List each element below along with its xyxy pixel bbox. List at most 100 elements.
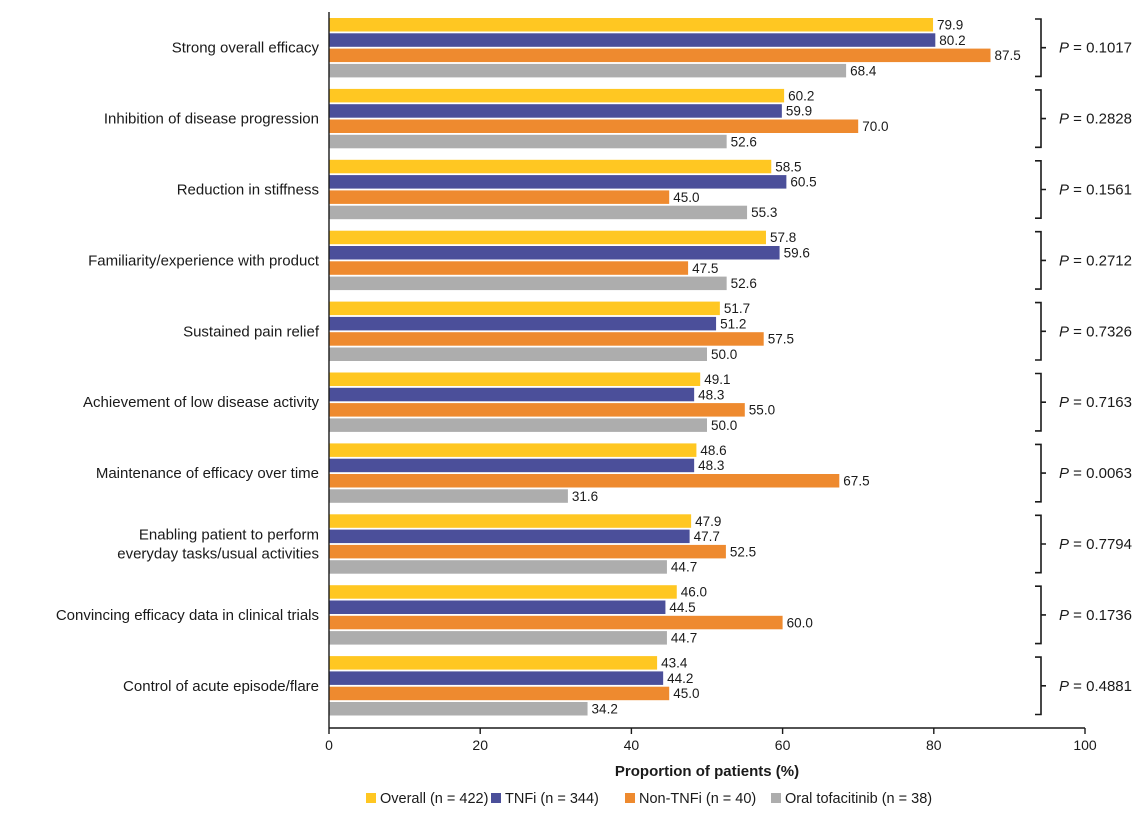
p-value-prefix: P (1059, 252, 1069, 269)
bar-2-3 (329, 175, 787, 189)
category-label-3: Reduction in stiffness (177, 182, 319, 199)
value-label-1-2: 60.2 (788, 88, 814, 103)
p-value-label-4: P = 0.2712 (1059, 252, 1132, 269)
value-label-3-4: 47.5 (692, 261, 718, 276)
value-label-2-5: 51.2 (720, 316, 746, 331)
bar-4-7 (329, 489, 568, 503)
p-value-number: = 0.1561 (1069, 182, 1132, 199)
bar-4-6 (329, 418, 707, 432)
p-value-number: = 0.1017 (1069, 40, 1132, 57)
value-label-1-4: 57.8 (770, 230, 796, 245)
bar-2-9 (329, 600, 666, 614)
bar-3-1 (329, 48, 991, 63)
p-value-prefix: P (1059, 182, 1069, 199)
value-label-2-9: 44.5 (669, 600, 695, 615)
value-label-1-1: 79.9 (937, 18, 963, 33)
p-value-label-9: P = 0.1736 (1059, 607, 1132, 624)
value-label-4-8: 44.7 (671, 560, 697, 575)
p-value-label-5: P = 0.7326 (1059, 323, 1132, 340)
p-value-prefix: P (1059, 465, 1069, 482)
p-value-label-1: P = 0.1017 (1059, 40, 1132, 57)
category-label-8-line-1: Enabling patient to perform (139, 527, 319, 544)
p-value-prefix: P (1059, 40, 1069, 57)
category-label-6: Achievement of low disease activity (83, 394, 319, 411)
p-value-prefix: P (1059, 607, 1069, 624)
bar-3-10 (329, 686, 670, 701)
legend-label-1: Overall (n = 422) (380, 791, 488, 807)
bar-1-7 (329, 443, 697, 457)
value-label-1-8: 47.9 (695, 514, 721, 529)
value-label-2-8: 47.7 (694, 529, 720, 544)
p-bracket-1 (1035, 18, 1046, 78)
bar-2-2 (329, 104, 782, 118)
category-label-4: Familiarity/experience with product (88, 252, 320, 269)
p-value-label-8: P = 0.7794 (1059, 536, 1132, 553)
p-bracket-9 (1035, 585, 1046, 645)
value-label-4-1: 68.4 (850, 63, 877, 78)
bar-1-2 (329, 88, 785, 103)
category-label-10: Control of acute episode/flare (123, 678, 319, 695)
p-bracket-6 (1035, 372, 1046, 432)
p-value-prefix: P (1059, 678, 1069, 695)
p-value-number: = 0.7326 (1069, 323, 1132, 340)
value-label-1-6: 49.1 (704, 372, 730, 387)
p-value-number: = 0.7163 (1069, 394, 1132, 411)
category-label-7: Maintenance of efficacy over time (96, 465, 319, 482)
value-label-4-3: 55.3 (751, 205, 777, 220)
value-label-3-6: 55.0 (749, 403, 775, 418)
bar-2-10 (329, 671, 664, 685)
legend-label-4: Oral tofacitinib (n = 38) (785, 791, 932, 807)
value-label-2-3: 60.5 (790, 175, 816, 190)
bar-4-4 (329, 276, 727, 291)
p-bracket-7 (1035, 443, 1046, 503)
x-tick-label-60: 60 (775, 737, 791, 753)
x-tick-label-40: 40 (624, 737, 640, 753)
p-value-prefix: P (1059, 394, 1069, 411)
p-bracket-2 (1035, 89, 1046, 149)
p-bracket-8 (1035, 514, 1046, 574)
p-value-label-2: P = 0.2828 (1059, 111, 1132, 128)
value-label-2-7: 48.3 (698, 458, 724, 473)
value-label-3-5: 57.5 (768, 332, 794, 347)
value-label-2-2: 59.9 (786, 104, 812, 119)
value-label-3-1: 87.5 (995, 48, 1021, 63)
p-bracket-10 (1035, 656, 1046, 716)
value-label-1-10: 43.4 (661, 656, 688, 671)
bar-1-3 (329, 159, 772, 174)
value-label-4-4: 52.6 (731, 276, 757, 291)
value-label-2-4: 59.6 (784, 246, 810, 261)
bar-3-9 (329, 615, 783, 630)
value-label-2-1: 80.2 (939, 33, 965, 48)
legend-swatch-4 (771, 793, 781, 803)
category-label-1: Strong overall efficacy (172, 40, 320, 57)
value-label-3-2: 70.0 (862, 119, 888, 134)
bar-2-6 (329, 387, 695, 402)
legend-swatch-2 (491, 793, 501, 803)
value-label-1-7: 48.6 (700, 443, 726, 458)
value-label-3-3: 45.0 (673, 190, 699, 205)
p-value-number: = 0.2712 (1069, 252, 1132, 269)
bar-3-5 (329, 332, 764, 346)
p-value-prefix: P (1059, 111, 1069, 128)
bar-2-8 (329, 529, 690, 544)
bar-3-4 (329, 261, 689, 275)
legend-swatch-1 (366, 793, 376, 803)
bar-3-8 (329, 544, 726, 559)
p-value-number: = 0.4881 (1069, 678, 1132, 695)
value-label-4-9: 44.7 (671, 631, 697, 646)
p-value-prefix: P (1059, 536, 1069, 553)
p-value-label-3: P = 0.1561 (1059, 182, 1132, 199)
bar-4-1 (329, 63, 847, 78)
value-label-2-10: 44.2 (667, 671, 693, 686)
bar-4-5 (329, 347, 707, 361)
category-label-2: Inhibition of disease progression (104, 111, 319, 128)
bar-3-3 (329, 190, 670, 204)
bar-2-5 (329, 316, 717, 331)
p-value-label-6: P = 0.7163 (1059, 394, 1132, 411)
bar-4-3 (329, 205, 748, 220)
legend-label-2: TNFi (n = 344) (505, 791, 599, 807)
p-value-number: = 0.2828 (1069, 111, 1132, 128)
legend-label-3: Non-TNFi (n = 40) (639, 791, 756, 807)
